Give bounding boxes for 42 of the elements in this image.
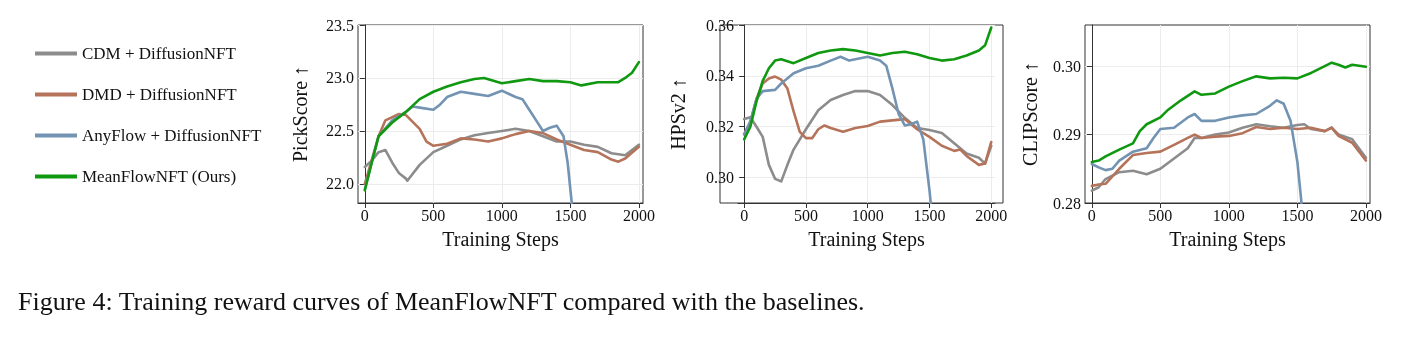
- y-tick-label: 0.30: [706, 169, 734, 187]
- line-series: [742, 55, 933, 205]
- x-tick-label: 1500: [554, 206, 587, 224]
- x-axis-title: Training Steps: [1169, 228, 1286, 251]
- x-tick-label: 0: [740, 206, 749, 224]
- x-tick-label: 1500: [913, 206, 946, 224]
- y-tick-label: 0.29: [1053, 126, 1081, 144]
- y-tick-label: 22.0: [326, 175, 354, 193]
- line-series: [363, 60, 641, 192]
- x-tick-label: 2000: [1349, 206, 1382, 224]
- x-tick-label: 2000: [622, 206, 655, 224]
- caption: Figure 4: Training reward curves of MeanFlowNFT compared with the baselines.: [18, 287, 865, 317]
- y-tick-label: 0.30: [1053, 57, 1081, 75]
- y-axis-title: PickScore ↑: [289, 65, 311, 163]
- x-axis-title: Training Steps: [808, 228, 925, 251]
- line-series: [1090, 99, 1303, 205]
- x-tick-label: 0: [360, 206, 369, 224]
- line-series: [1090, 61, 1368, 164]
- y-tick-label: 0.34: [706, 67, 734, 85]
- x-tick-label: 1000: [1212, 206, 1245, 224]
- x-axis-title: Training Steps: [442, 228, 559, 251]
- x-tick-label: 1000: [851, 206, 884, 224]
- legend-label: MeanFlowNFT (Ours): [82, 167, 237, 186]
- x-tick-label: 2000: [975, 206, 1008, 224]
- line-series: [742, 26, 993, 141]
- x-tick-label: 1500: [1281, 206, 1314, 224]
- y-axis-title: CLIPScore ↑: [1019, 62, 1041, 166]
- legend-label: CDM + DiffusionNFT: [82, 44, 237, 63]
- y-tick-label: 0.32: [706, 118, 734, 136]
- x-tick-label: 0: [1087, 206, 1096, 224]
- x-tick-label: 500: [421, 206, 446, 224]
- legend-label: DMD + DiffusionNFT: [82, 85, 238, 104]
- x-tick-label: 500: [1148, 206, 1173, 224]
- legend-label: AnyFlow + DiffusionNFT: [82, 126, 262, 145]
- y-tick-label: 23.0: [326, 69, 354, 87]
- y-tick-label: 0.28: [1053, 194, 1081, 212]
- y-tick-label: 0.36: [706, 16, 734, 34]
- y-tick-label: 22.5: [326, 122, 354, 140]
- y-tick-label: 23.5: [326, 16, 354, 34]
- x-tick-label: 500: [793, 206, 818, 224]
- y-axis-title: HPSv2 ↑: [667, 78, 689, 150]
- x-tick-label: 1000: [485, 206, 518, 224]
